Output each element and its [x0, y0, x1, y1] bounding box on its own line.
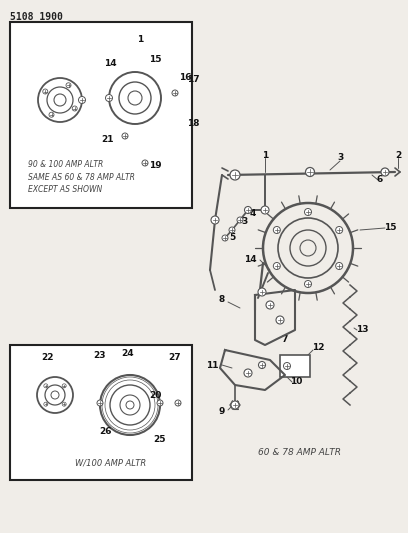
Circle shape [43, 89, 48, 94]
Circle shape [97, 400, 103, 406]
Text: 9: 9 [219, 408, 225, 416]
Text: W/100 AMP ALTR: W/100 AMP ALTR [75, 458, 146, 467]
Text: 17: 17 [187, 76, 200, 85]
Circle shape [304, 208, 311, 215]
Circle shape [62, 402, 66, 406]
Circle shape [266, 301, 274, 309]
Text: 15: 15 [384, 223, 396, 232]
Circle shape [172, 90, 178, 96]
Text: 16: 16 [179, 74, 191, 83]
Text: 11: 11 [206, 360, 218, 369]
Text: 2: 2 [395, 150, 401, 159]
Text: 18: 18 [187, 118, 199, 127]
Circle shape [258, 288, 266, 296]
Text: 60 & 78 AMP ALTR: 60 & 78 AMP ALTR [258, 448, 341, 457]
Text: 90 & 100 AMP ALTR
SAME AS 60 & 78 AMP ALTR
EXCEPT AS SHOWN: 90 & 100 AMP ALTR SAME AS 60 & 78 AMP AL… [28, 160, 135, 194]
Circle shape [276, 316, 284, 324]
Text: 21: 21 [101, 135, 113, 144]
Text: 10: 10 [290, 377, 302, 386]
Text: 5108 1900: 5108 1900 [10, 12, 63, 22]
Text: 5: 5 [229, 233, 235, 243]
Circle shape [237, 217, 243, 223]
Circle shape [231, 401, 239, 409]
Text: 13: 13 [356, 326, 368, 335]
Circle shape [211, 216, 219, 224]
Circle shape [62, 384, 66, 388]
Circle shape [304, 280, 311, 287]
Text: 3: 3 [337, 154, 343, 163]
Text: 23: 23 [94, 351, 106, 360]
Circle shape [381, 168, 389, 176]
Circle shape [336, 227, 343, 233]
Text: 4: 4 [250, 208, 256, 217]
Circle shape [78, 96, 86, 103]
Text: 15: 15 [149, 55, 161, 64]
Text: 8: 8 [219, 295, 225, 304]
Text: 19: 19 [149, 161, 161, 171]
Circle shape [157, 400, 163, 406]
Circle shape [273, 227, 280, 233]
Circle shape [273, 262, 280, 270]
Bar [280, 355, 310, 377]
Bar [10, 345, 192, 480]
Circle shape [244, 369, 252, 377]
Circle shape [72, 106, 77, 111]
Circle shape [44, 402, 48, 406]
Text: 20: 20 [149, 391, 161, 400]
Text: 26: 26 [100, 427, 112, 437]
Bar [10, 22, 192, 208]
Circle shape [66, 83, 71, 88]
Text: 7: 7 [282, 335, 288, 344]
Circle shape [175, 400, 181, 406]
Circle shape [336, 262, 343, 270]
Text: 3: 3 [241, 217, 247, 227]
Text: 22: 22 [41, 353, 53, 362]
Circle shape [49, 112, 54, 117]
Text: 12: 12 [312, 343, 324, 352]
Text: 14: 14 [104, 59, 116, 68]
Circle shape [222, 235, 228, 241]
Text: 24: 24 [122, 350, 134, 359]
Circle shape [229, 227, 235, 233]
Circle shape [106, 94, 113, 101]
Circle shape [44, 384, 48, 388]
Circle shape [230, 170, 240, 180]
Text: 25: 25 [154, 435, 166, 445]
Text: 6: 6 [377, 175, 383, 184]
Circle shape [306, 167, 315, 176]
Circle shape [244, 206, 251, 214]
Circle shape [122, 133, 128, 139]
Text: 27: 27 [169, 353, 181, 362]
Circle shape [142, 160, 148, 166]
Text: 1: 1 [262, 150, 268, 159]
Circle shape [261, 206, 269, 214]
Circle shape [284, 362, 290, 369]
Text: 1: 1 [137, 36, 143, 44]
Text: 14: 14 [244, 255, 256, 264]
Circle shape [259, 361, 266, 368]
